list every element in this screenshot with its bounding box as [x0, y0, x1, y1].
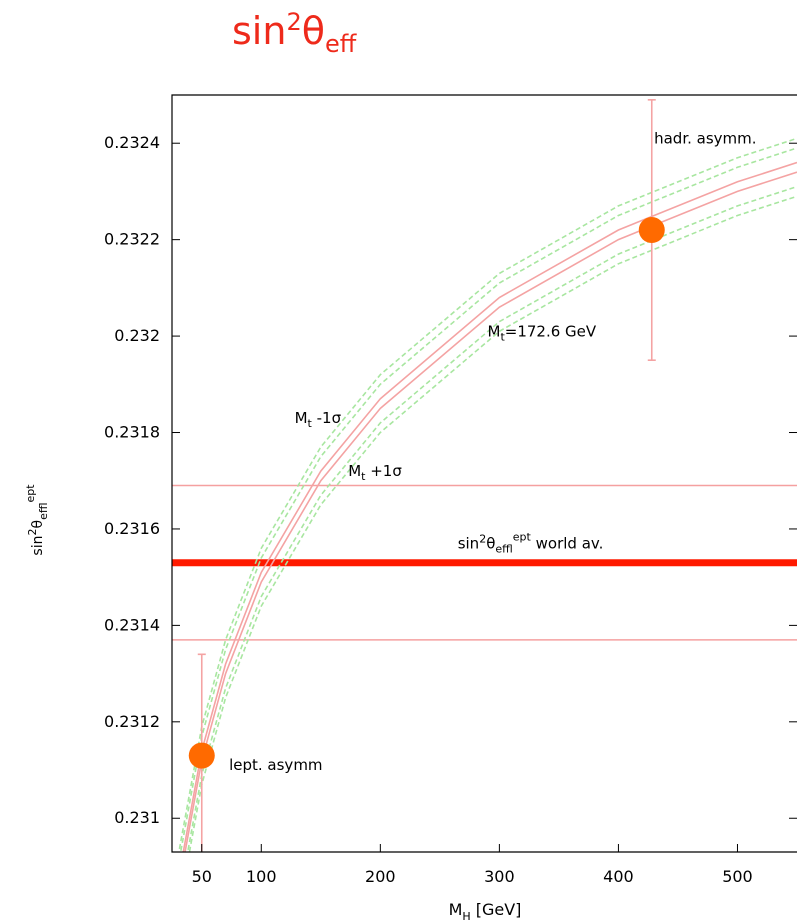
plot-clip-group	[172, 99, 797, 852]
svg-text:sin2θefflept: sin2θefflept	[24, 484, 50, 556]
y-tick-label-1: 0.2312	[104, 712, 160, 731]
plot-area: 0.231 0.2312 0.2314 0.2316 0.2318 0.232 0.2322…	[104, 94, 797, 886]
y-tick-label-5: 0.232	[114, 326, 160, 345]
data-point-1	[638, 217, 665, 244]
series-line-5	[188, 195, 797, 852]
series-line-4	[186, 185, 797, 852]
series-line-0	[184, 171, 797, 852]
annotation-mt-plus: Mt +1σ	[348, 462, 402, 483]
annotation-hadr: hadr. asymm.	[654, 129, 756, 147]
x-tick-label-0: 50	[192, 867, 212, 886]
svg-text:MH [GeV]: MH [GeV]	[449, 900, 522, 923]
x-tick-label-3: 300	[484, 867, 515, 886]
y-tick-label-2: 0.2314	[104, 615, 160, 634]
plot-frame	[171, 94, 797, 853]
annotation-mt-minus: Mt -1σ	[295, 409, 342, 430]
series-line-3	[179, 147, 797, 852]
x-tick-label-4: 400	[603, 867, 634, 886]
y-tick-label-4: 0.2318	[104, 423, 160, 442]
y-tick-label-3: 0.2316	[104, 519, 160, 538]
y-axis-label: sin2θefflept	[24, 484, 50, 556]
annotations: hadr. asymm. Mt=172.6 GeV Mt -1σ Mt +1σ …	[229, 129, 756, 774]
annotation-mt: Mt=172.6 GeV	[488, 322, 597, 343]
x-tick-label-2: 200	[365, 867, 396, 886]
y-tick-label-0: 0.231	[114, 808, 160, 827]
series-line-2	[178, 137, 797, 852]
annotation-lept: lept. asymm	[229, 756, 322, 774]
x-tick-label-1: 100	[246, 867, 277, 886]
y-tick-label-7: 0.2324	[104, 133, 160, 152]
annotation-world-average: sin2θefflept world av.	[458, 530, 604, 555]
x-tick-label-5: 500	[722, 867, 753, 886]
x-axis-label: MH [GeV]	[449, 900, 522, 923]
y-tick-label-6: 0.2322	[104, 230, 160, 249]
chart-title: sin2θeff	[232, 8, 357, 58]
data-point-0	[188, 742, 215, 769]
series-line-1	[182, 161, 797, 852]
